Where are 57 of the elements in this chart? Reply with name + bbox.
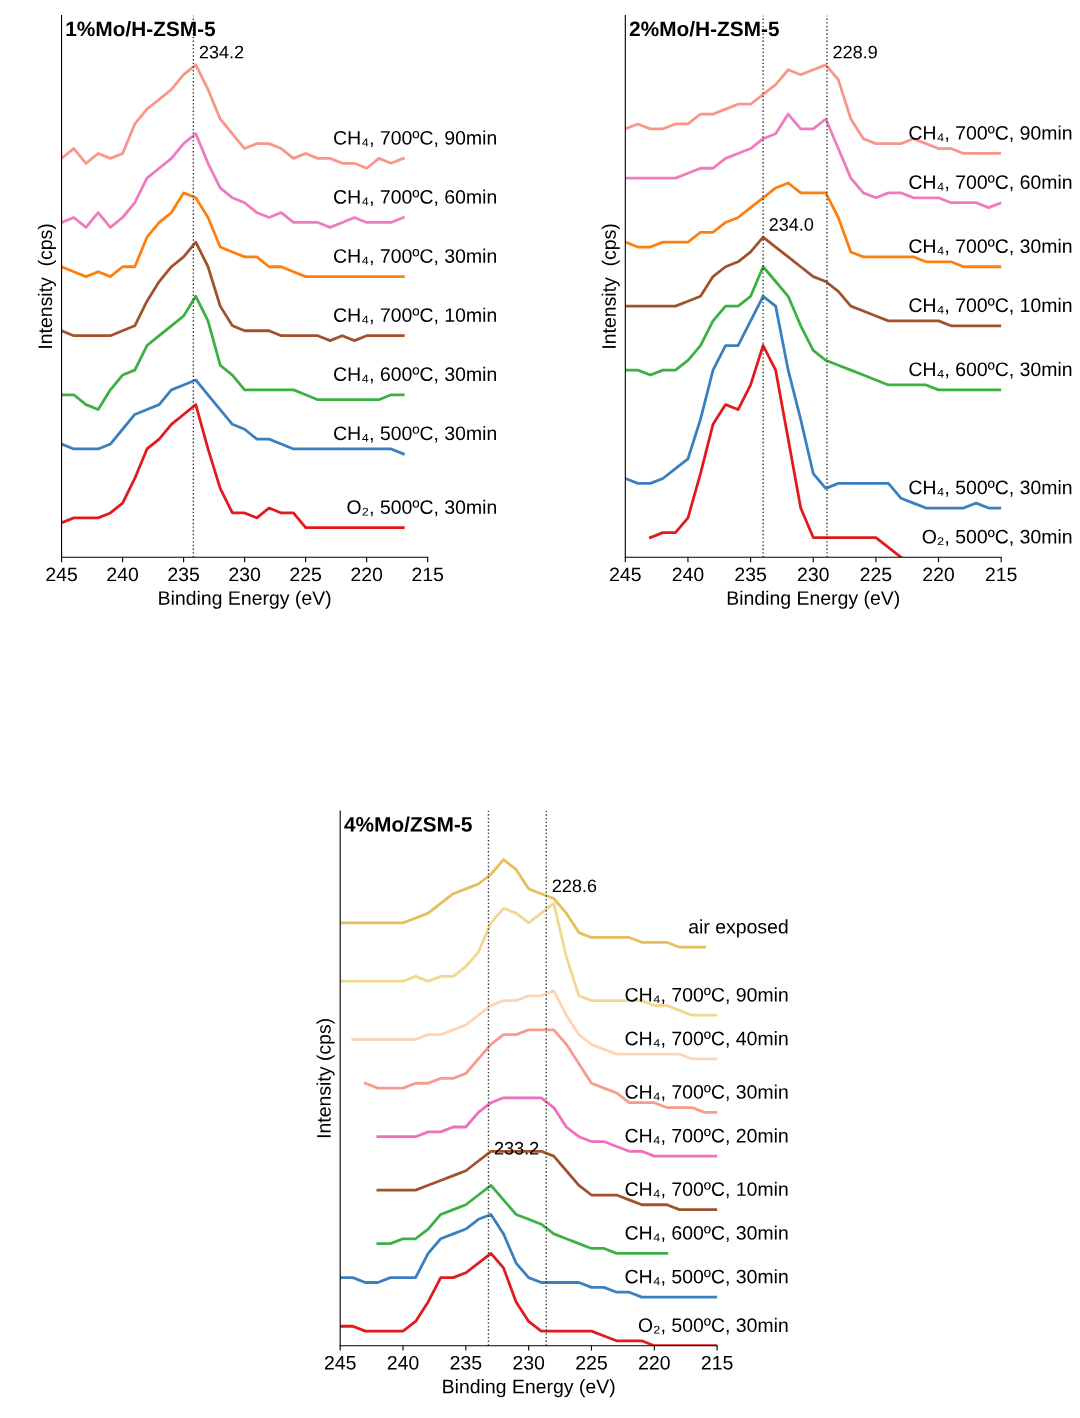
series-label: CH₄, 700ºC, 90min: [625, 987, 788, 1004]
x-tick-label: 220: [639, 1355, 670, 1370]
y-axis-title: Intensity (cps): [601, 224, 620, 348]
series-label: O₂, 500ºC, 30min: [347, 499, 496, 517]
series-label: CH₄, 700ºC, 30min: [334, 248, 496, 266]
x-tick-label: 225: [290, 567, 322, 582]
x-tick-label: 240: [672, 567, 704, 582]
x-tick-label: 235: [168, 567, 200, 582]
x-tick-label: 245: [610, 567, 641, 582]
series-label: CH₄, 700ºC, 90min: [334, 130, 496, 148]
x-tick-label: 235: [450, 1355, 482, 1370]
x-tick-label: 220: [923, 567, 954, 582]
series-label: CH₄, 700ºC, 10min: [334, 307, 496, 325]
x-tick-label: 230: [513, 1355, 545, 1370]
series-label: CH₄, 500ºC, 30min: [334, 425, 496, 443]
series-label: CH₄, 600ºC, 30min: [909, 361, 1072, 379]
series-label: CH₄, 700ºC, 30min: [625, 1084, 788, 1102]
series-label: CH₄, 700ºC, 10min: [625, 1181, 788, 1199]
chart-title: 4%Mo/ZSM-5: [344, 816, 472, 832]
series-label: CH₄, 700ºC, 30min: [909, 238, 1072, 256]
x-tick-label: 215: [412, 567, 444, 582]
x-tick-label: 225: [860, 567, 892, 582]
x-axis-title: Binding Energy (eV): [727, 590, 900, 609]
chart-title: 2%Mo/H-ZSM-5: [629, 21, 779, 37]
chart-title: 1%Mo/H-ZSM-5: [66, 21, 216, 37]
x-axis-title: Binding Energy (eV): [443, 1379, 615, 1398]
series-label: O₂, 500ºC, 30min: [922, 529, 1072, 546]
x-tick-label: 240: [107, 567, 139, 582]
x-tick-label: 230: [798, 567, 829, 582]
x-tick-label: 225: [576, 1355, 607, 1370]
series-label: CH₄, 500ºC, 30min: [625, 1269, 788, 1286]
series-label: CH₄, 700ºC, 60min: [334, 189, 496, 207]
annotation: 234.2: [199, 45, 244, 59]
y-axis-title: Intensity (cps): [316, 1019, 335, 1138]
series-label: CH₄, 700ºC, 90min: [909, 125, 1072, 143]
series-label: CH₄, 600ºC, 30min: [334, 366, 496, 384]
x-tick-label: 220: [351, 567, 383, 582]
y-axis-title: Intensity (cps): [37, 224, 56, 348]
series-label: CH₄, 700ºC, 60min: [909, 174, 1072, 192]
x-tick-label: 215: [985, 567, 1017, 582]
x-tick-label: 245: [46, 567, 77, 582]
annotation: 228.9: [833, 45, 877, 59]
series-label: O₂, 500ºC, 30min: [638, 1317, 788, 1335]
series-label: CH₄, 700ºC, 10min: [909, 297, 1072, 315]
series-label: CH₄, 700ºC, 40min: [625, 1031, 788, 1048]
x-tick-label: 245: [324, 1355, 356, 1370]
x-tick-label: 235: [735, 567, 767, 582]
series-label: air exposed: [689, 919, 788, 938]
series-label: CH₄, 700ºC, 20min: [625, 1128, 788, 1145]
annotation: 228.6: [552, 879, 597, 893]
x-tick-label: 240: [387, 1355, 419, 1370]
x-tick-label: 230: [229, 567, 261, 582]
annotation: 234.0: [769, 218, 814, 231]
x-axis-title: Binding Energy (eV): [159, 590, 331, 609]
series-label: CH₄, 600ºC, 30min: [625, 1225, 788, 1243]
series-label: CH₄, 500ºC, 30min: [909, 480, 1072, 497]
x-tick-label: 215: [701, 1355, 733, 1370]
